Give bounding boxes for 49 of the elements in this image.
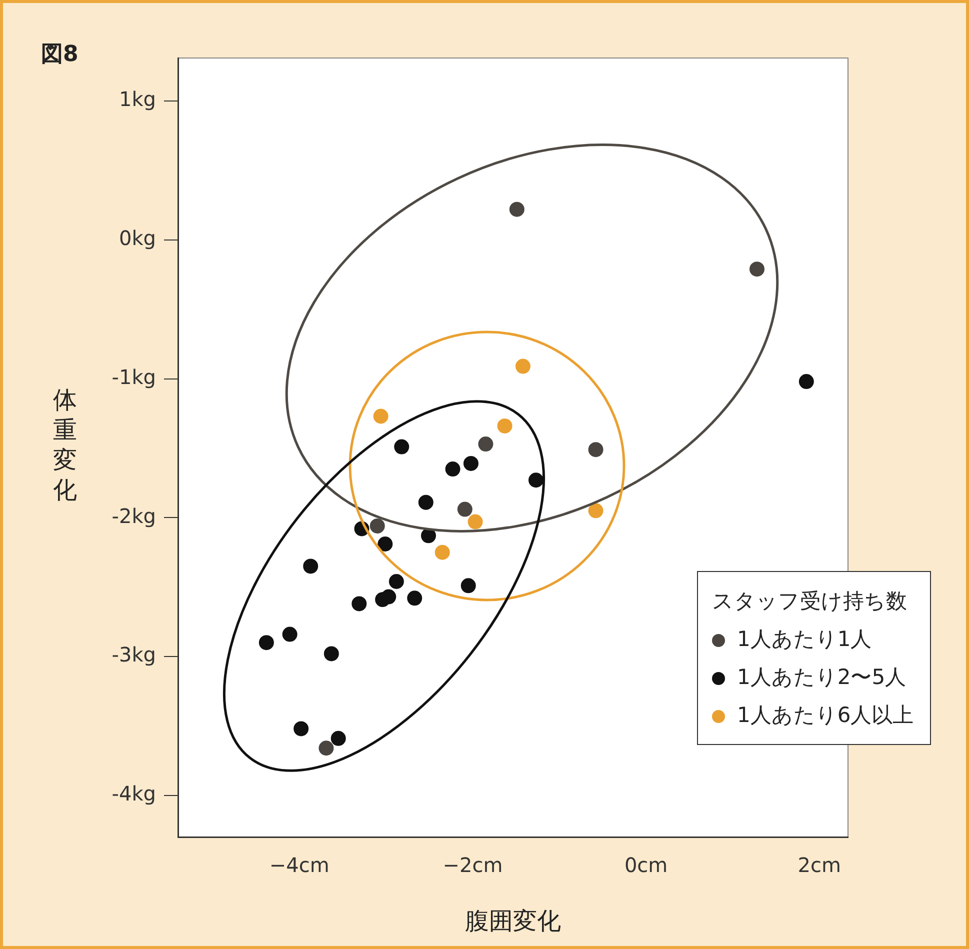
- legend-label: 1人あたり6人以上: [736, 702, 914, 729]
- point: [528, 472, 544, 488]
- point: [378, 536, 393, 552]
- point: [370, 518, 385, 534]
- point: [460, 578, 476, 594]
- point: [588, 442, 604, 458]
- legend-label: 1人あたり1人: [736, 626, 873, 653]
- point: [468, 514, 483, 530]
- point: [294, 721, 309, 736]
- x-tick-label: −4cm: [269, 853, 330, 878]
- y-tick-label: -1kg: [112, 364, 156, 389]
- point: [418, 494, 434, 510]
- point: [352, 596, 367, 612]
- point: [588, 503, 604, 518]
- point: [434, 544, 450, 560]
- legend-title: スタッフ受け持ち数: [712, 588, 908, 615]
- point: [749, 262, 764, 277]
- y-tick-label: -3kg: [112, 642, 156, 667]
- point: [324, 646, 339, 662]
- y-tick-label: -4kg: [112, 782, 156, 806]
- point: [282, 626, 298, 642]
- point: [509, 202, 524, 217]
- x-tick-label: −2cm: [442, 853, 503, 878]
- point: [258, 635, 274, 650]
- y-tick-label: 0kg: [118, 226, 156, 250]
- point: [420, 528, 436, 544]
- y-tick-label: -2kg: [112, 504, 156, 528]
- point: [303, 558, 318, 574]
- legend-label: 1人あたり2〜5人: [736, 664, 908, 691]
- point: [318, 740, 334, 756]
- x-tick-label: 2cm: [798, 853, 841, 878]
- point: [478, 436, 494, 452]
- point: [445, 462, 460, 477]
- x-axis-title: 腹囲変化: [465, 906, 561, 935]
- point: [497, 418, 512, 434]
- point: [375, 592, 390, 608]
- point: [394, 439, 410, 454]
- point: [798, 374, 814, 390]
- point: [457, 502, 472, 517]
- point: [515, 358, 530, 374]
- point: [373, 408, 388, 424]
- x-tick-label: 0cm: [624, 853, 668, 878]
- point: [388, 574, 404, 589]
- y-tick-label: 1kg: [118, 87, 156, 112]
- point: [463, 456, 478, 471]
- y-axis-title: 体重変化: [52, 385, 78, 505]
- point: [407, 590, 422, 606]
- point: [330, 730, 346, 746]
- chart-title: 図8: [41, 41, 78, 69]
